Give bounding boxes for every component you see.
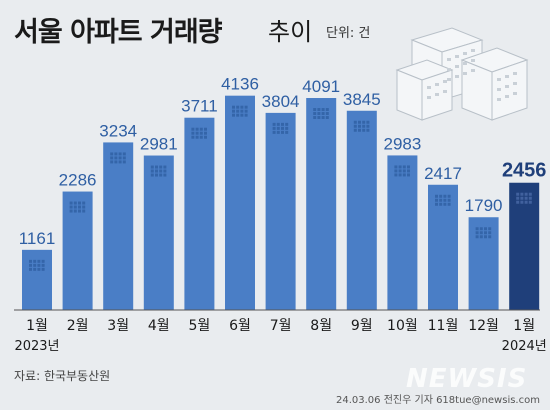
x-tick-label: 9월 <box>351 318 373 334</box>
data-label: 2981 <box>140 135 178 154</box>
data-label: 3845 <box>343 90 381 109</box>
x-tick-label: 10월 <box>387 318 418 334</box>
bar <box>468 217 499 310</box>
data-label: 2286 <box>59 171 97 190</box>
data-label: 2983 <box>383 134 421 153</box>
bar <box>22 249 52 310</box>
bar-window-icon <box>516 192 532 204</box>
bar <box>225 95 255 311</box>
newsis-logo: NEWSIS <box>406 364 528 394</box>
data-label: 3804 <box>262 92 300 111</box>
credit-line: 24.03.06 전진우 기자 618tue@newsis.com <box>336 395 540 406</box>
data-label: 3711 <box>181 97 218 116</box>
bar-window-icon <box>110 152 126 164</box>
x-tick-label: 11월 <box>428 318 459 334</box>
x-tick-label: 7월 <box>270 318 292 334</box>
bar-window-icon <box>394 165 410 177</box>
data-label: 2417 <box>424 164 462 183</box>
x-tick-label: 12월 <box>468 318 499 334</box>
x-tick-label: 5월 <box>189 318 211 334</box>
data-label: 3234 <box>99 121 137 140</box>
x-tick-label: 1월 <box>513 318 535 334</box>
bar <box>509 182 540 310</box>
data-label: 1790 <box>465 196 503 215</box>
bar-window-icon <box>150 165 167 177</box>
bar-window-icon <box>353 120 370 132</box>
bar-window-icon <box>435 194 451 206</box>
year-label: 2024년 <box>502 339 547 354</box>
bar <box>143 155 174 310</box>
x-tick-label: 2월 <box>67 318 89 334</box>
bar-window-icon <box>191 127 207 139</box>
bar-window-icon <box>69 201 86 213</box>
bar-window-icon <box>313 108 329 120</box>
bar <box>103 142 134 310</box>
x-tick-label: 6월 <box>229 318 251 334</box>
bar <box>387 155 418 310</box>
x-tick-label: 8월 <box>310 318 332 334</box>
data-label: 4091 <box>302 77 340 96</box>
chart-title: 서울 아파트 거래량 <box>14 17 223 48</box>
data-label: 2456 <box>502 160 547 182</box>
bar <box>428 184 458 310</box>
bar-window-icon <box>272 122 289 134</box>
data-label: 4136 <box>221 75 259 94</box>
bar-window-icon <box>232 105 248 117</box>
bar <box>306 98 337 311</box>
data-label: 1161 <box>19 229 56 248</box>
apartment-buildings-icon <box>395 27 529 121</box>
x-tick-label: 3월 <box>107 318 129 334</box>
bar-window-icon <box>29 259 45 271</box>
unit-label: 단위: 건 <box>326 26 371 41</box>
bar <box>62 191 93 310</box>
bar <box>346 110 377 310</box>
bar <box>184 117 215 310</box>
source-note: 자료: 한국부동산원 <box>14 369 111 383</box>
x-tick-label: 1월 <box>26 318 48 334</box>
bar <box>265 112 296 310</box>
x-tick-label: 4월 <box>148 318 170 334</box>
year-label: 2023년 <box>14 339 59 354</box>
bar-window-icon <box>475 227 492 239</box>
chart-subtitle: 추이 <box>268 18 313 46</box>
